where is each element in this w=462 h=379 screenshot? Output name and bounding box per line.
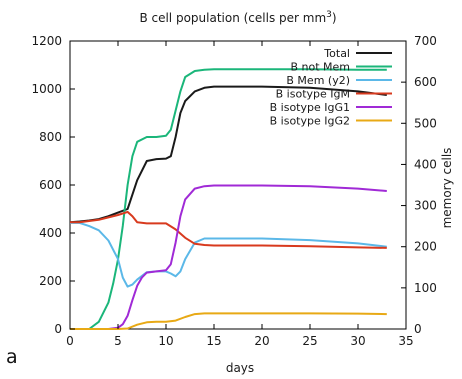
legend-item-b-isotype-igg2: B isotype IgG2 [270,115,392,128]
x-tick-label: 20 [254,334,269,348]
panel-label: a [6,346,18,368]
legend-label: B isotype IgM [276,88,350,101]
y2-tick-label: 400 [414,157,437,171]
x-tick-label: 30 [350,334,365,348]
y2-tick-label: 500 [414,116,437,130]
series-line-b-isotype-igm [70,210,387,249]
legend-label: Total [323,47,350,60]
y2-tick-label: 0 [414,322,422,336]
axis-ticks: 0 5 10 15 20 25 30 3502004006008001000120001002… [31,34,436,348]
x-tick-label: 0 [66,334,74,348]
legend-item-b-isotype-igm: B isotype IgM [276,88,392,101]
legend-label: B not Mem [290,61,350,74]
legend-item-total: Total [323,47,392,60]
x-tick-label: 15 [206,334,221,348]
y-tick-label: 800 [39,130,62,144]
y2-axis-label: memory cells [440,148,454,229]
x-tick-label: 10 [158,334,173,348]
y-tick-label: 0 [54,322,62,336]
y2-tick-label: 200 [414,240,437,254]
x-tick-label: 25 [302,334,317,348]
y-tick-label: 400 [39,226,62,240]
y2-tick-label: 100 [414,281,437,295]
x-tick-label: 35 [398,334,413,348]
series-line-b-not-mem [70,68,387,330]
x-tick-label: 5 [114,334,122,348]
series-line-b-mem-y2 [70,221,387,288]
legend-label: B Mem (y2) [286,74,350,87]
y-tick-label: 600 [39,178,62,192]
y-tick-label: 200 [39,274,62,288]
y2-tick-label: 300 [414,199,437,213]
y2-tick-label: 700 [414,34,437,48]
chart-title: B cell population (cells per mm3) [139,10,336,25]
x-axis-label: days [226,361,254,375]
legend-item-b-mem-y2: B Mem (y2) [286,74,392,87]
y-tick-label: 1000 [31,82,62,96]
legend-item-b-not-mem: B not Mem [290,61,392,74]
y-tick-label: 1200 [31,34,62,48]
series-line-b-isotype-igg2 [70,312,387,330]
series-lines [69,68,387,330]
legend-label: B isotype IgG1 [270,101,350,114]
legend-item-b-isotype-igg1: B isotype IgG1 [270,101,392,114]
y2-tick-label: 600 [414,75,437,89]
legend-label: B isotype IgG2 [270,115,350,128]
